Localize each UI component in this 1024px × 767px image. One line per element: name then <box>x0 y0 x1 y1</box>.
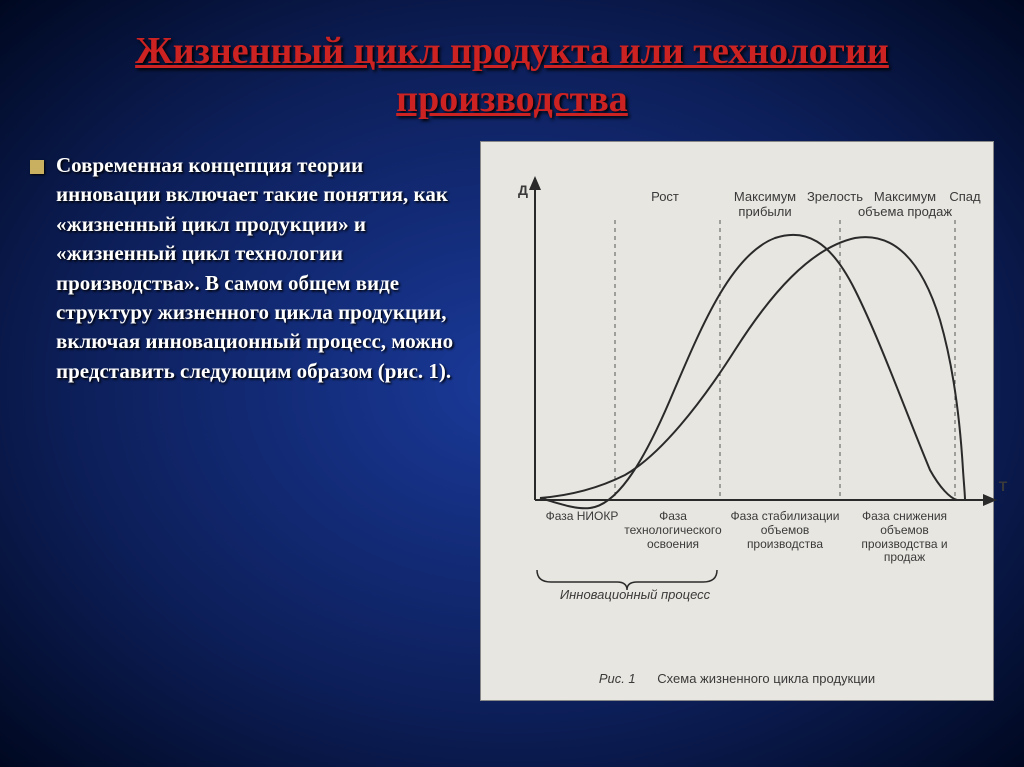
chart-label: Фаза НИОКР <box>543 510 621 524</box>
lifecycle-chart: ДТРостМаксимум прибылиЗрелостьМаксимум о… <box>495 160 979 590</box>
chart-label: Фаза снижения объемов производства и про… <box>847 510 962 565</box>
chart-label: Т <box>993 478 1013 494</box>
caption-text: Схема жизненного цикла продукции <box>657 671 875 686</box>
chart-label: Спад <box>935 190 995 205</box>
chart-label: Фаза технологического освоения <box>623 510 723 551</box>
chart-caption: Рис. 1 Схема жизненного цикла продукции <box>481 671 993 686</box>
slide-title: Жизненный цикл продукта или технологии п… <box>0 0 1024 141</box>
body-text-block: Современная концепция теории инновации в… <box>30 141 460 701</box>
caption-figure: Рис. 1 <box>599 671 636 686</box>
bullet-icon <box>30 160 44 174</box>
body-text: Современная концепция теории инновации в… <box>56 151 460 386</box>
chart-label: Фаза стабилизации объемов производства <box>730 510 840 551</box>
content-row: Современная концепция теории инновации в… <box>0 141 1024 701</box>
chart-panel: ДТРостМаксимум прибылиЗрелостьМаксимум о… <box>480 141 994 701</box>
chart-label: Д <box>513 182 533 198</box>
chart-label: Рост <box>635 190 695 205</box>
chart-label: Инновационный процесс <box>555 588 715 603</box>
